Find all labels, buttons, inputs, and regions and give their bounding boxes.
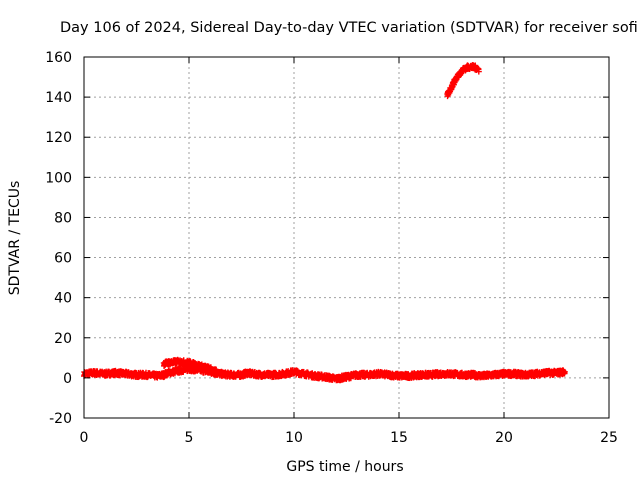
x-tick-label: 15 (390, 430, 408, 446)
axis-ticks: 0 5 10 15 20 25 -20 0 20 40 60 80 100 120 140 160 (45, 50, 618, 446)
y-axis-label: SDTVAR / TECUs (7, 181, 23, 296)
y-tick-label: 140 (45, 90, 72, 106)
y-tick-label: 40 (54, 291, 72, 307)
y-tick-label: 60 (54, 251, 72, 267)
x-axis-label: GPS time / hours (286, 459, 403, 475)
y-tick-label: 120 (45, 130, 72, 146)
y-tick-label: 100 (45, 170, 72, 186)
series-2 (444, 62, 482, 100)
plot-frame (83, 56, 610, 419)
x-tick-label: 20 (495, 430, 513, 446)
y-tick-label: 0 (63, 371, 72, 387)
y-tick-label: -20 (49, 411, 72, 427)
data-series (81, 62, 568, 384)
x-tick-label: 0 (80, 430, 89, 446)
x-tick-label: 5 (185, 430, 194, 446)
y-tick-label: 160 (45, 50, 72, 66)
x-tick-label: 10 (285, 430, 303, 446)
x-tick-label: 25 (600, 430, 618, 446)
series-1 (160, 356, 220, 376)
y-tick-label: 80 (54, 210, 72, 226)
chart-title: Day 106 of 2024, Sidereal Day-to-day VTE… (60, 20, 638, 36)
grid (84, 57, 609, 418)
y-tick-label: 20 (54, 331, 72, 347)
series-0 (81, 364, 568, 384)
